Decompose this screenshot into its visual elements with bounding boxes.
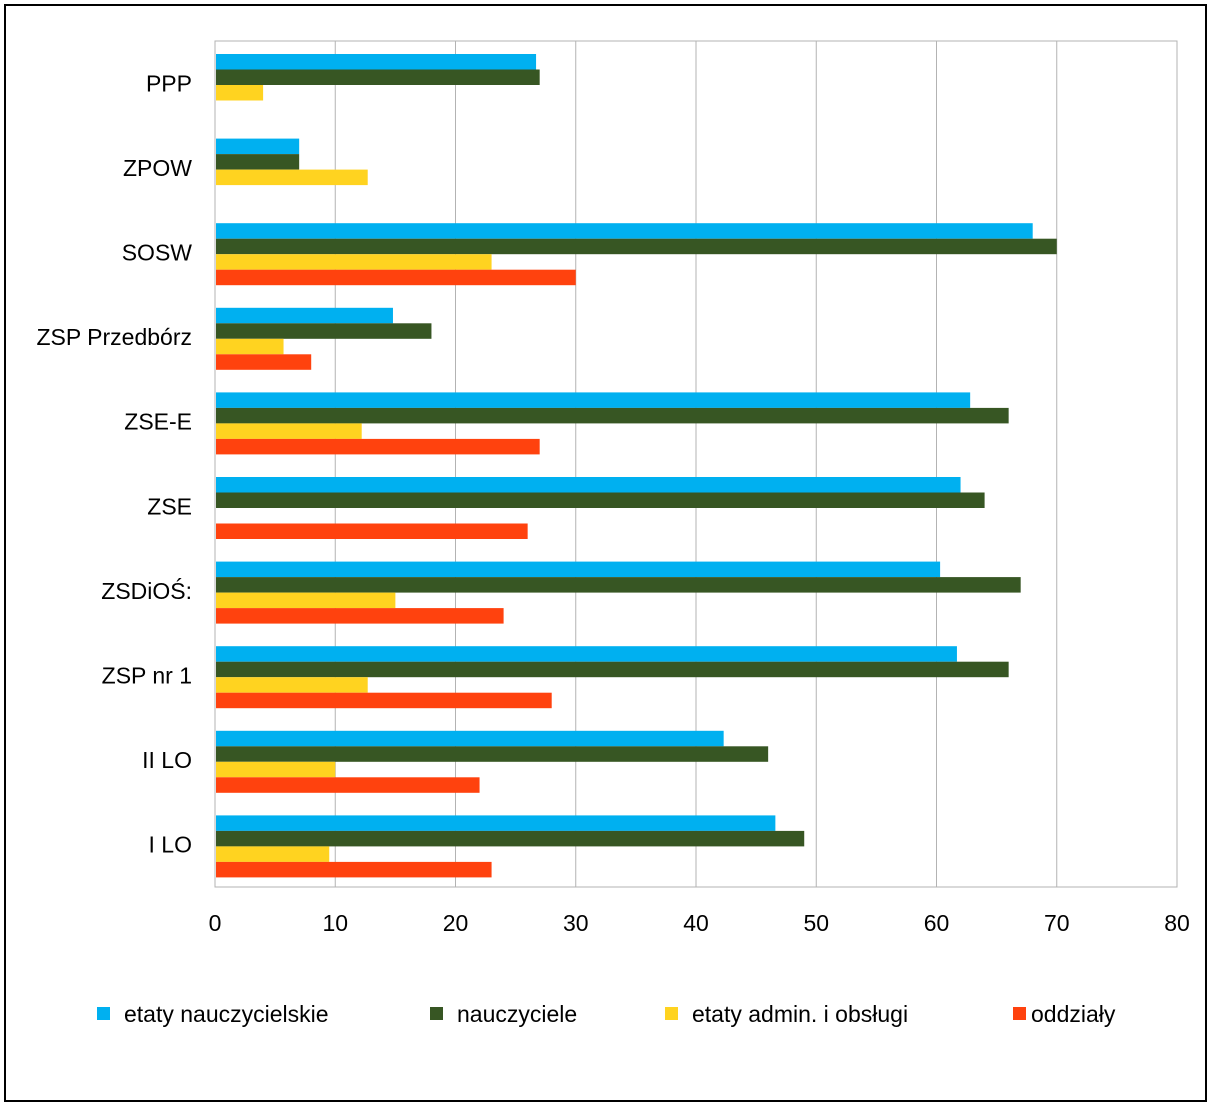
x-tick-label: 20 bbox=[443, 910, 469, 936]
category-label: PPP bbox=[146, 70, 192, 96]
legend-swatch bbox=[97, 1007, 110, 1020]
x-tick-label: 50 bbox=[803, 910, 829, 936]
chart-frame bbox=[4, 4, 1207, 1102]
category-label: ZSE-E bbox=[124, 409, 192, 435]
bar-etaty-nauczycielskie bbox=[216, 54, 537, 70]
legend-swatch bbox=[430, 1007, 443, 1020]
x-tick-label: 30 bbox=[563, 910, 589, 936]
x-tick-label: 80 bbox=[1164, 910, 1190, 936]
bar-nauczyciele bbox=[216, 492, 985, 508]
bar-oddzia-y bbox=[216, 269, 576, 286]
legend-label: etaty admin. i obsługi bbox=[692, 1001, 908, 1027]
category-label: II LO bbox=[142, 747, 192, 773]
bar-nauczyciele bbox=[216, 577, 1021, 593]
legend-swatch bbox=[665, 1007, 678, 1020]
x-tick-label: 0 bbox=[209, 910, 222, 936]
bar-etaty-nauczycielskie bbox=[216, 392, 971, 408]
legend: etaty nauczycielskie nauczyciele etaty adm… bbox=[97, 1001, 1116, 1027]
x-tick-label: 40 bbox=[683, 910, 709, 936]
bar-etaty-nauczycielskie bbox=[216, 223, 1033, 239]
bar-oddzia-y bbox=[216, 861, 492, 878]
bar-nauczyciele bbox=[216, 238, 1057, 255]
axes bbox=[214, 40, 1178, 888]
category-label: ZSP nr 1 bbox=[102, 663, 192, 689]
category-label: ZPOW bbox=[123, 155, 192, 181]
bar-etaty-nauczycielskie bbox=[216, 730, 724, 747]
legend-label: nauczyciele bbox=[457, 1001, 577, 1027]
bar-etaty-nauczycielskie bbox=[216, 138, 300, 155]
legend-swatch bbox=[1013, 1007, 1026, 1020]
bar-nauczyciele bbox=[216, 407, 1009, 424]
bar-oddzia-y bbox=[216, 692, 552, 709]
bar-nauczyciele bbox=[216, 661, 1009, 678]
x-tick-labels: 0 10 20 30 40 50 60 70 80 bbox=[209, 910, 1190, 936]
bar-etaty-admin-i-obs-ugi bbox=[216, 846, 330, 862]
bar-oddzia-y bbox=[216, 777, 480, 793]
bars bbox=[216, 54, 1057, 878]
category-label: ZSDiOŚ: bbox=[101, 577, 192, 604]
legend-label: etaty nauczycielskie bbox=[124, 1001, 329, 1027]
bar-oddzia-y bbox=[216, 354, 312, 370]
bar-nauczyciele bbox=[216, 154, 300, 170]
bar-etaty-admin-i-obs-ugi bbox=[216, 592, 396, 609]
x-tick-label: 10 bbox=[322, 910, 348, 936]
bar-etaty-admin-i-obs-ugi bbox=[216, 169, 368, 186]
category-labels: PPP ZPOW SOSW ZSP Przedbórz ZSE-E ZSE ZSDiOŚ: Z… bbox=[36, 70, 192, 857]
bar-nauczyciele bbox=[216, 746, 769, 762]
bar-nauczyciele bbox=[216, 69, 540, 85]
bar-etaty-admin-i-obs-ugi bbox=[216, 85, 264, 101]
x-tick-label: 60 bbox=[924, 910, 950, 936]
bar-etaty-nauczycielskie bbox=[216, 307, 393, 324]
bar-etaty-nauczycielskie bbox=[216, 815, 776, 831]
category-label: ZSE bbox=[147, 493, 192, 519]
bar-etaty-admin-i-obs-ugi bbox=[216, 338, 284, 355]
bar-etaty-admin-i-obs-ugi bbox=[216, 423, 362, 439]
bar-oddzia-y bbox=[216, 608, 504, 624]
bar-etaty-admin-i-obs-ugi bbox=[216, 254, 492, 270]
bar-oddzia-y bbox=[216, 438, 540, 455]
bar-etaty-admin-i-obs-ugi bbox=[216, 761, 336, 778]
bar-oddzia-y bbox=[216, 523, 528, 539]
x-tick-label: 70 bbox=[1044, 910, 1070, 936]
bar-etaty-nauczycielskie bbox=[216, 477, 961, 493]
category-label: ZSP Przedbórz bbox=[36, 324, 192, 350]
bar-etaty-nauczycielskie bbox=[216, 646, 957, 662]
category-label: SOSW bbox=[122, 240, 193, 266]
bar-etaty-nauczycielskie bbox=[216, 561, 941, 578]
bar-etaty-admin-i-obs-ugi bbox=[216, 677, 368, 693]
bar-nauczyciele bbox=[216, 323, 432, 339]
legend-label: oddziały bbox=[1031, 1001, 1116, 1027]
bar-nauczyciele bbox=[216, 830, 805, 847]
category-label: I LO bbox=[149, 832, 192, 858]
